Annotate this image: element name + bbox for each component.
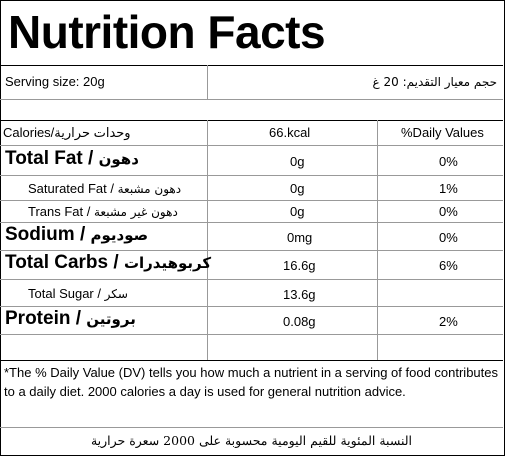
nutrient-dv: 1%	[439, 181, 458, 196]
nutrient-dv: 2%	[439, 314, 458, 329]
nutrient-label: Sodium / صوديوم	[5, 224, 149, 245]
divider	[0, 175, 503, 176]
nutrient-amount: 0g	[290, 154, 305, 169]
divider	[0, 120, 503, 121]
nutrient-amount: 0g	[290, 181, 305, 196]
serving-size: Serving size: 20g	[5, 74, 105, 89]
grid-line	[207, 120, 208, 360]
divider	[0, 427, 503, 428]
nutrient-amount: 13.6g	[283, 287, 316, 302]
divider	[0, 306, 503, 307]
nutrient-amount: 16.6g	[283, 258, 316, 273]
divider	[0, 145, 503, 146]
divider	[0, 200, 503, 201]
nutrient-amount: 0mg	[287, 230, 313, 245]
nutrient-amount: 0.08g	[283, 314, 316, 329]
grid-line	[377, 120, 378, 360]
divider	[0, 334, 503, 335]
daily-values-header: %Daily Values	[401, 125, 484, 140]
page-title: Nutrition Facts	[8, 6, 326, 58]
divider	[0, 99, 503, 100]
footnote: *The % Daily Value (DV) tells you how mu…	[4, 365, 498, 399]
nutrient-label: Total Carbs / كربوهيدرات	[5, 252, 212, 273]
footnote-arabic: النسبة المئوية للقيم اليومية محسوبة على …	[90, 433, 413, 448]
nutrient-dv: 0%	[439, 154, 458, 169]
divider	[0, 250, 503, 251]
nutrient-label: Total Sugar / سكر	[28, 286, 128, 301]
nutrient-dv: 6%	[439, 258, 458, 273]
divider	[0, 360, 503, 361]
nutrient-dv: 0%	[439, 204, 458, 219]
divider	[0, 279, 503, 280]
divider	[0, 222, 503, 223]
calories-value: 66.kcal	[269, 125, 311, 140]
nutrient-label: Saturated Fat / دهون مشبعة	[28, 181, 182, 196]
divider	[0, 65, 503, 66]
serving-size-arabic: حجم معيار التقديم: 20 غ	[372, 75, 498, 89]
grid-line	[207, 65, 208, 100]
nutrient-label: Trans Fat / دهون غير مشبعة	[28, 204, 178, 219]
nutrient-dv: 0%	[439, 230, 458, 245]
calories-label: Calories/وحدات حرارية	[3, 125, 131, 140]
nutrient-label: Total Fat / دهون	[5, 148, 139, 169]
nutrient-label: Protein / بروتين	[5, 308, 136, 329]
nutrient-amount: 0g	[290, 204, 305, 219]
